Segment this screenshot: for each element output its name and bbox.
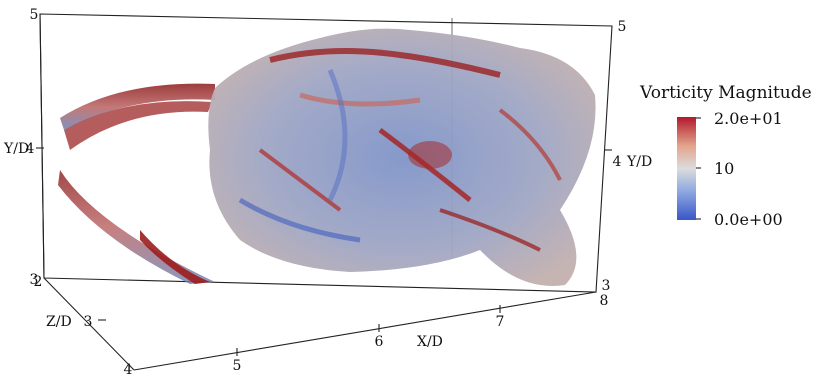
- colorbar: Vorticity Magnitude 2.0e+01 10 0.0e+00: [639, 83, 812, 229]
- y-left-tick-mid: 4: [26, 141, 35, 157]
- tick-marks: [36, 147, 612, 356]
- y-left-tick-top: 5: [30, 7, 39, 23]
- colorbar-min-label: 0.0e+00: [714, 210, 783, 229]
- vortex-streak-1: [269, 48, 501, 78]
- z-tick-2: 4: [124, 362, 133, 374]
- x-axis-title: X/D: [417, 334, 443, 350]
- y-left-tick-bottom: 3: [30, 272, 39, 288]
- z-tick-1: 3: [84, 314, 93, 330]
- x-tick-3: 8: [600, 293, 609, 309]
- colorbar-title: Vorticity Magnitude: [639, 83, 812, 103]
- cylinder-streak-upper: [60, 83, 215, 130]
- vortex-streak-5: [299, 92, 421, 107]
- vortex-streak-6: [498, 108, 562, 181]
- x-tick-0: 5: [233, 358, 242, 374]
- x-tick-1: 6: [375, 334, 384, 350]
- y-left-axis-title: Y/D: [3, 141, 29, 157]
- x-tick-2: 7: [496, 314, 505, 330]
- y-right-tick-top: 5: [618, 19, 627, 35]
- z-axis-title: Z/D: [46, 314, 72, 330]
- vortex-streak-3: [258, 148, 342, 212]
- z-tick-0: 2: [34, 274, 43, 290]
- colorbar-gradient: [677, 117, 696, 220]
- colorbar-max-label: 2.0e+01: [714, 109, 783, 128]
- y-right-tick-mid: 4: [613, 154, 622, 170]
- vortex-core: [408, 141, 452, 169]
- vortex-streak-4: [439, 208, 541, 252]
- cylinder-streak-lower: [58, 170, 215, 284]
- volume-render: [58, 28, 596, 286]
- vortex-cloud: [208, 28, 596, 286]
- cylinder-streak-band: [64, 101, 212, 150]
- vortex-streak-7: [238, 197, 361, 243]
- y-right-axis-title: Y/D: [626, 154, 652, 170]
- y-right-tick-bottom: 3: [602, 278, 611, 294]
- vortex-streak-8: [327, 69, 348, 202]
- colorbar-mid-label: 10: [714, 159, 734, 178]
